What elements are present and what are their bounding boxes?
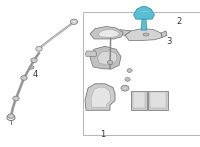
Circle shape bbox=[70, 19, 78, 24]
Polygon shape bbox=[90, 46, 121, 69]
Polygon shape bbox=[91, 87, 110, 107]
Circle shape bbox=[31, 58, 37, 63]
Polygon shape bbox=[29, 65, 34, 69]
Circle shape bbox=[8, 114, 14, 118]
Circle shape bbox=[21, 76, 27, 80]
Circle shape bbox=[125, 77, 130, 81]
Circle shape bbox=[107, 60, 113, 65]
Text: 4: 4 bbox=[32, 70, 38, 80]
Text: 1: 1 bbox=[100, 130, 106, 139]
Polygon shape bbox=[98, 29, 120, 37]
Polygon shape bbox=[90, 26, 123, 39]
FancyBboxPatch shape bbox=[131, 91, 147, 110]
Circle shape bbox=[123, 87, 127, 90]
Circle shape bbox=[72, 21, 76, 23]
FancyBboxPatch shape bbox=[150, 92, 166, 108]
Polygon shape bbox=[118, 30, 131, 35]
Polygon shape bbox=[125, 29, 162, 40]
Circle shape bbox=[127, 69, 132, 72]
Polygon shape bbox=[85, 51, 97, 56]
Text: 2: 2 bbox=[176, 17, 182, 26]
Text: 3: 3 bbox=[166, 37, 172, 46]
FancyBboxPatch shape bbox=[148, 91, 168, 110]
Ellipse shape bbox=[143, 33, 149, 36]
Circle shape bbox=[121, 85, 129, 91]
Polygon shape bbox=[85, 84, 115, 110]
Polygon shape bbox=[97, 51, 117, 65]
FancyBboxPatch shape bbox=[133, 92, 145, 108]
Polygon shape bbox=[134, 7, 154, 19]
Polygon shape bbox=[161, 31, 167, 37]
Circle shape bbox=[13, 96, 19, 101]
Polygon shape bbox=[141, 19, 147, 30]
Circle shape bbox=[36, 46, 42, 51]
